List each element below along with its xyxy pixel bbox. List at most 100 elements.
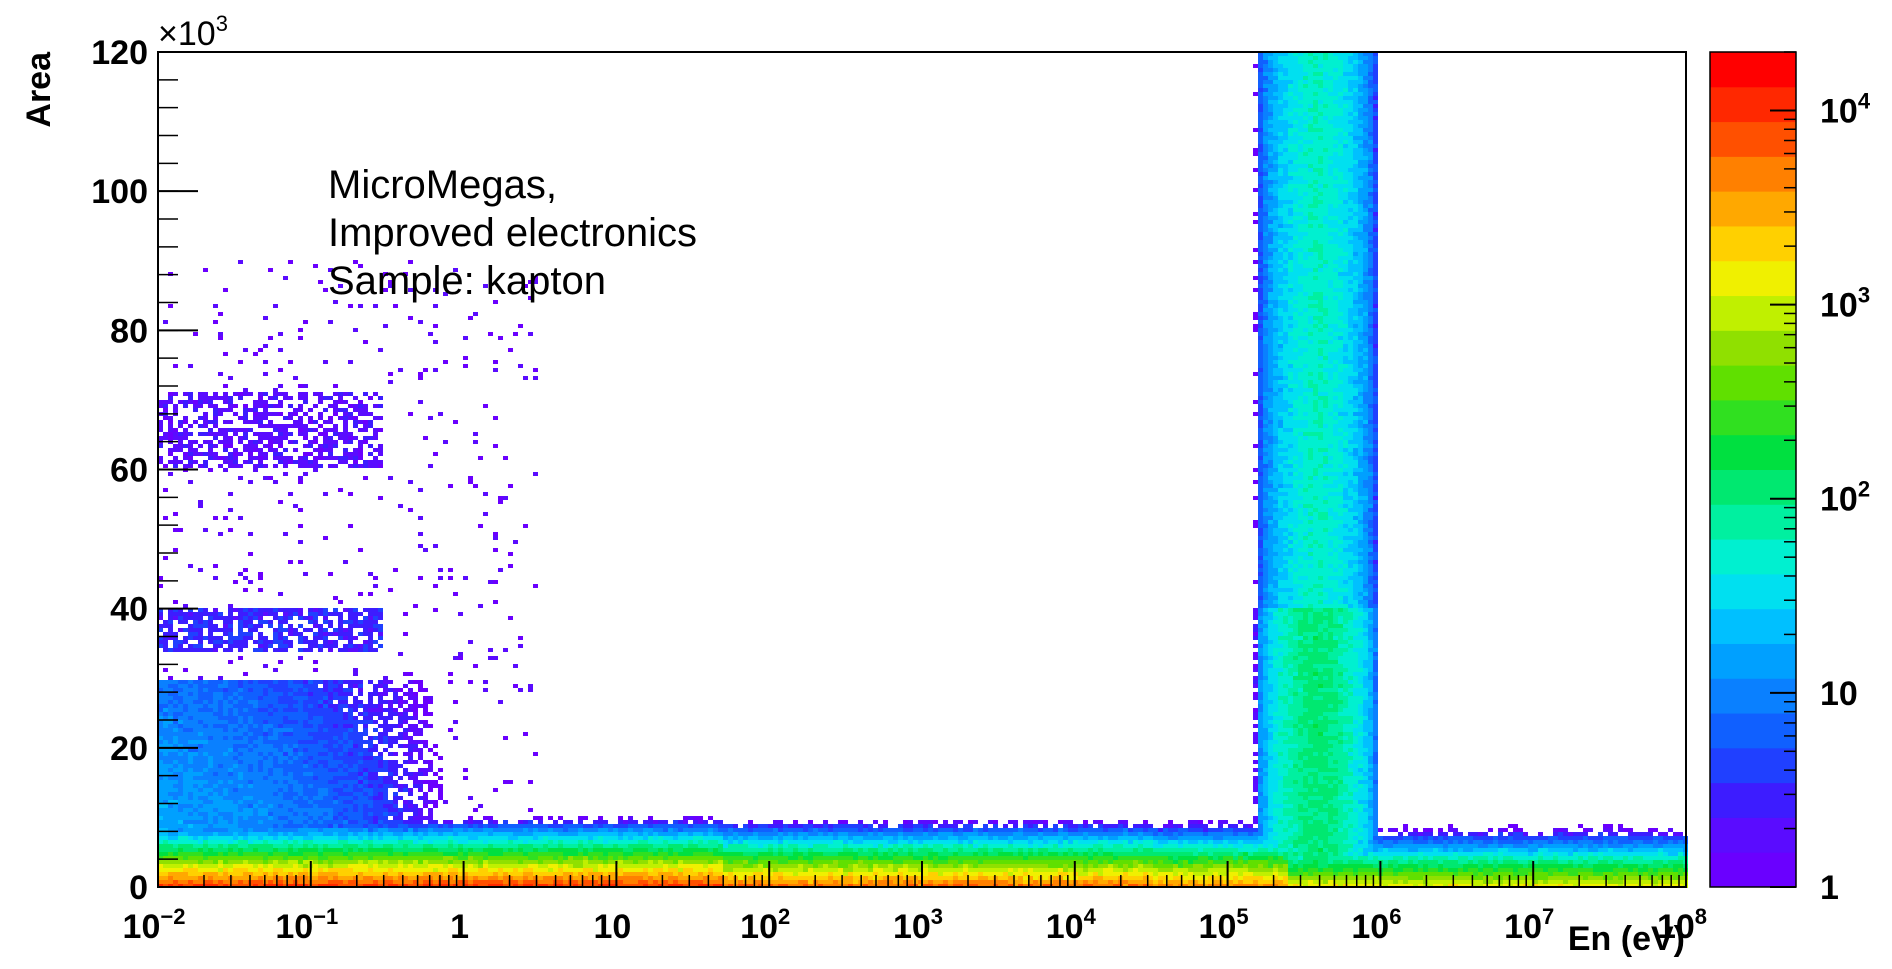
heatmap-cell bbox=[398, 880, 403, 884]
heatmap-cell bbox=[323, 724, 328, 728]
heatmap-cell bbox=[243, 804, 248, 808]
heatmap-cell bbox=[203, 820, 208, 824]
heatmap-cell bbox=[323, 628, 328, 632]
heatmap-cell bbox=[733, 836, 738, 840]
heatmap-cell bbox=[388, 780, 393, 784]
heatmap-cell bbox=[413, 716, 418, 720]
heatmap-cell bbox=[473, 832, 478, 836]
heatmap-cell bbox=[328, 724, 333, 728]
heatmap-cell bbox=[338, 776, 343, 780]
heatmap-cell bbox=[488, 876, 493, 880]
heatmap-cell bbox=[408, 792, 413, 796]
heatmap-cell bbox=[258, 852, 263, 856]
heatmap-cell bbox=[278, 864, 283, 868]
heatmap-cell bbox=[723, 864, 728, 868]
heatmap-cell bbox=[393, 772, 398, 776]
heatmap-cell bbox=[273, 640, 278, 644]
heatmap-cell bbox=[328, 852, 333, 856]
heatmap-cell bbox=[728, 868, 733, 872]
heatmap-cell bbox=[698, 864, 703, 868]
heatmap-cell bbox=[528, 836, 533, 840]
heatmap-cell bbox=[328, 744, 333, 748]
heatmap-cell bbox=[218, 532, 223, 536]
heatmap-cell bbox=[358, 776, 363, 780]
heatmap-cell bbox=[358, 404, 363, 408]
heatmap-cell bbox=[243, 820, 248, 824]
heatmap-cell bbox=[318, 780, 323, 784]
heatmap-cell bbox=[313, 612, 318, 616]
heatmap-cell bbox=[188, 800, 193, 804]
heatmap-cell bbox=[368, 864, 373, 868]
heatmap-cell bbox=[278, 836, 283, 840]
heatmap-cell bbox=[303, 860, 308, 864]
heatmap-cell bbox=[423, 876, 428, 880]
heatmap-cell bbox=[248, 800, 253, 804]
heatmap-cell bbox=[188, 708, 193, 712]
heatmap-cell bbox=[193, 720, 198, 724]
heatmap-cell bbox=[253, 800, 258, 804]
heatmap-cell bbox=[313, 816, 318, 820]
heatmap-cell bbox=[248, 868, 253, 872]
heatmap-cell bbox=[198, 848, 203, 852]
heatmap-cell bbox=[288, 708, 293, 712]
heatmap-cell bbox=[328, 632, 333, 636]
heatmap-cell bbox=[618, 832, 623, 836]
heatmap-cell bbox=[353, 840, 358, 844]
heatmap-cell bbox=[358, 592, 363, 596]
heatmap-cell bbox=[283, 852, 288, 856]
heatmap-cell bbox=[313, 716, 318, 720]
heatmap-cell bbox=[318, 792, 323, 796]
heatmap-cell bbox=[288, 732, 293, 736]
heatmap-cell bbox=[158, 736, 163, 740]
heatmap-cell bbox=[333, 848, 338, 852]
heatmap-cell bbox=[288, 824, 293, 828]
heatmap-cell bbox=[253, 420, 258, 424]
heatmap-cell bbox=[308, 732, 313, 736]
heatmap-cell bbox=[553, 856, 558, 860]
heatmap-cell bbox=[218, 396, 223, 400]
heatmap-cell bbox=[378, 756, 383, 760]
heatmap-cell bbox=[233, 796, 238, 800]
heatmap-cell bbox=[198, 772, 203, 776]
heatmap-cell bbox=[533, 848, 538, 852]
heatmap-cell bbox=[573, 868, 578, 872]
heatmap-cell bbox=[233, 740, 238, 744]
heatmap-cell bbox=[738, 876, 743, 880]
heatmap-cell bbox=[408, 856, 413, 860]
heatmap-cell bbox=[173, 512, 178, 516]
heatmap-cell bbox=[163, 764, 168, 768]
heatmap-cell bbox=[318, 840, 323, 844]
heatmap-cell bbox=[263, 740, 268, 744]
heatmap-cell bbox=[368, 816, 373, 820]
heatmap-cell bbox=[708, 844, 713, 848]
heatmap-cell bbox=[288, 412, 293, 416]
heatmap-cell bbox=[368, 452, 373, 456]
heatmap-cell bbox=[558, 872, 563, 876]
heatmap-cell bbox=[183, 392, 188, 396]
heatmap-cell bbox=[363, 412, 368, 416]
heatmap-cell bbox=[168, 840, 173, 844]
heatmap-cell bbox=[203, 392, 208, 396]
heatmap-cell bbox=[463, 856, 468, 860]
heatmap-cell bbox=[288, 712, 293, 716]
heatmap-cell bbox=[198, 636, 203, 640]
heatmap-cell bbox=[313, 800, 318, 804]
heatmap-cell bbox=[238, 748, 243, 752]
heatmap-cell bbox=[228, 808, 233, 812]
heatmap-cell bbox=[568, 840, 573, 844]
heatmap-cell bbox=[263, 764, 268, 768]
heatmap-cell bbox=[223, 872, 228, 876]
heatmap-cell bbox=[273, 708, 278, 712]
heatmap-cell bbox=[583, 844, 588, 848]
heatmap-cell bbox=[358, 860, 363, 864]
heatmap-cell bbox=[693, 880, 698, 884]
heatmap-cell bbox=[728, 824, 733, 828]
heatmap-cell bbox=[748, 828, 753, 832]
heatmap-cell bbox=[273, 724, 278, 728]
heatmap-cell bbox=[208, 624, 213, 628]
heatmap-cell bbox=[508, 844, 513, 848]
heatmap-cell bbox=[398, 820, 403, 824]
heatmap-cell bbox=[263, 464, 268, 468]
heatmap-cell bbox=[328, 728, 333, 732]
heatmap-cell bbox=[518, 836, 523, 840]
